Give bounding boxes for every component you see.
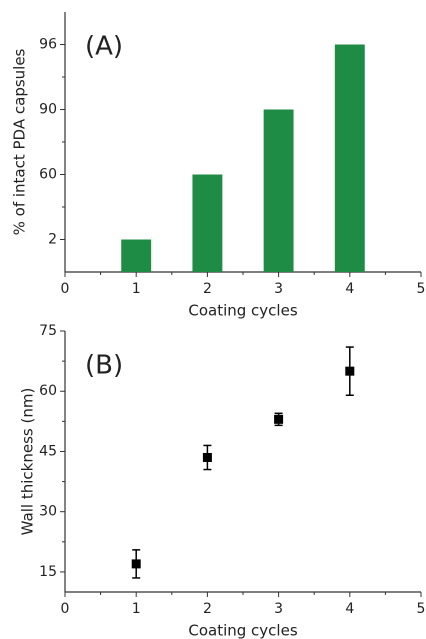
- x-tick-label: 4: [345, 281, 354, 297]
- bar: [192, 174, 223, 272]
- x-tick-label: 2: [203, 281, 212, 297]
- x-axis-label: Coating cycles: [188, 302, 297, 320]
- point: [131, 559, 141, 569]
- x-tick-label: 0: [61, 281, 70, 297]
- y-tick-label: 30: [39, 504, 57, 520]
- x-tick-label: 1: [132, 281, 141, 297]
- y-tick-label: 60: [39, 383, 57, 399]
- y-axis-label: % of intact PDA capsules: [11, 48, 29, 235]
- y-tick-label: 15: [39, 564, 57, 580]
- x-tick-label: 0: [61, 601, 70, 617]
- x-tick-label: 5: [417, 281, 426, 297]
- x-tick-label: 3: [274, 601, 283, 617]
- bar: [334, 44, 365, 272]
- point: [274, 414, 284, 424]
- x-tick-label: 5: [417, 601, 426, 617]
- x-tick-label: 4: [345, 601, 354, 617]
- panel-label: (A): [85, 32, 123, 62]
- y-tick-label: 75: [39, 323, 57, 339]
- y-tick-label: 96: [39, 37, 57, 53]
- x-tick-label: 3: [274, 281, 283, 297]
- y-axis-label: Wall thickness (nm): [19, 388, 37, 536]
- y-tick-label: 90: [39, 102, 57, 118]
- x-axis-label: Coating cycles: [188, 622, 297, 639]
- x-tick-label: 1: [132, 601, 141, 617]
- y-tick-label: 2: [48, 232, 57, 248]
- bar: [263, 109, 294, 272]
- y-tick-label: 45: [39, 443, 57, 459]
- point: [202, 452, 212, 462]
- y-tick-label: 60: [39, 167, 57, 183]
- bar: [121, 239, 152, 272]
- point: [345, 366, 355, 376]
- panel-label: (B): [85, 351, 123, 381]
- x-tick-label: 2: [203, 601, 212, 617]
